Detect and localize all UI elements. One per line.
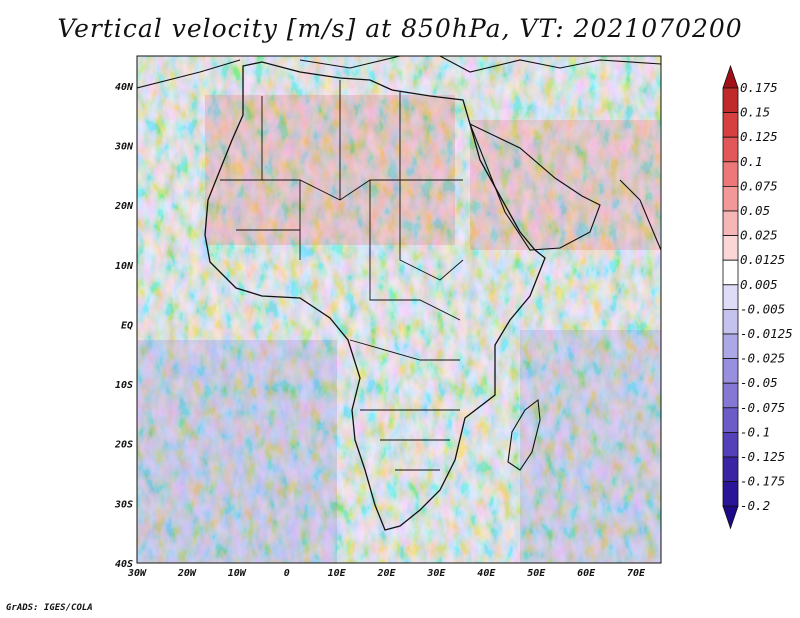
longitude-tick-labels: 30W 20W 10W 0 10E 20E 30E 40E 50E 60E 70E: [127, 568, 646, 579]
colorbar-label: -0.025: [740, 351, 785, 366]
lat-tick-label: 10S: [115, 380, 133, 391]
colorbar-swatch: [722, 382, 739, 409]
lat-tick-label: 40S: [115, 559, 133, 570]
south-atlantic-downdraft-region: [137, 340, 337, 563]
map-frame: [136, 55, 662, 564]
colorbar-label: -0.2: [740, 498, 770, 513]
colorbar-label: -0.0125: [740, 326, 793, 341]
lon-tick-label: 20W: [177, 568, 197, 579]
colorbar-swatch: [722, 161, 739, 187]
lat-tick-label: 40N: [115, 82, 134, 93]
colorbar-bottom-triangle: [722, 505, 739, 530]
lon-tick-label: 30W: [127, 568, 147, 579]
sahara-updraft-region: [205, 95, 455, 245]
lat-tick-label: 10N: [115, 261, 134, 272]
plot-title: Vertical velocity [m/s] at 850hPa, VT: 2…: [57, 14, 743, 43]
colorbar-label: -0.175: [740, 474, 785, 489]
lat-tick-label: 30S: [114, 499, 133, 510]
colorbar-label: 0.075: [740, 178, 778, 193]
colorbar-swatch: [722, 481, 739, 507]
colorbar-swatch: [722, 259, 739, 286]
lon-tick-label: 60E: [577, 568, 596, 579]
madagascar-coastline: [507, 398, 541, 471]
lat-tick-label: EQ: [121, 320, 133, 331]
lat-tick-label: 20S: [114, 440, 133, 451]
africa-coastline: [204, 61, 546, 531]
colorbar-label: 0.005: [740, 277, 778, 292]
colorbar-label: 0.025: [740, 228, 778, 243]
india-coastline: [619, 179, 661, 251]
indian-ocean-downdraft-region: [520, 330, 661, 563]
colorbar-swatch: [722, 210, 739, 237]
colorbar-swatch: [722, 284, 739, 310]
colorbar-label: 0.1: [740, 154, 763, 169]
lon-tick-label: 0: [284, 568, 290, 579]
lon-tick-label: 30E: [426, 568, 446, 579]
colorbar-swatch: [722, 431, 739, 458]
lon-tick-label: 10E: [328, 568, 347, 579]
country-borders: [220, 80, 464, 471]
colorbar-swatch: [722, 407, 739, 433]
colorbar-swatch: [722, 136, 739, 163]
colorbar-label: -0.125: [740, 449, 785, 464]
velocity-field-texture: [137, 56, 661, 563]
lat-tick-label: 20N: [114, 201, 134, 212]
colorbar-top-triangle: [722, 64, 739, 89]
grads-credit: GrADS: IGES/COLA: [6, 603, 93, 613]
colorbar: 0.175 0.15 0.125 0.1 0.075 0.05 0.025 0.0125 0.0…: [722, 64, 793, 530]
colorbar-swatch: [722, 358, 739, 384]
colorbar-label: -0.005: [740, 301, 785, 316]
lon-tick-label: 10W: [228, 568, 247, 579]
lat-tick-label: 30N: [114, 141, 134, 152]
colorbar-swatch: [722, 112, 739, 138]
colorbar-label: 0.125: [740, 129, 778, 144]
colorbar-label: -0.05: [740, 375, 778, 390]
latitude-tick-labels: 40S 30S 20S 10S EQ 10N 20N 30N 40N: [114, 82, 134, 570]
colorbar-label: 0.15: [740, 105, 770, 120]
colorbar-label: -0.075: [740, 400, 785, 415]
colorbar-swatch: [722, 185, 739, 212]
colorbar-swatch: [722, 456, 739, 483]
colorbar-swatch: [722, 235, 739, 261]
lon-tick-label: 40E: [477, 568, 496, 579]
colorbar-swatch: [722, 308, 739, 335]
lon-tick-label: 50E: [527, 568, 546, 579]
europe-coastline: [137, 56, 661, 89]
colorbar-label: 0.05: [740, 203, 770, 218]
arabian-peninsula-coastline: [468, 122, 601, 251]
lon-tick-label: 70E: [627, 568, 646, 579]
colorbar-label: 0.175: [740, 80, 778, 95]
colorbar-label: 0.0125: [740, 252, 785, 267]
colorbar-label: -0.1: [740, 424, 770, 439]
colorbar-swatch: [722, 87, 739, 114]
map-panel: 30W 20W 10W 0 10E 20E 30E 40E 50E 60E 70E 40S 30S 20…: [114, 55, 662, 579]
colorbar-swatch: [722, 333, 739, 360]
lon-tick-label: 20E: [376, 568, 396, 579]
